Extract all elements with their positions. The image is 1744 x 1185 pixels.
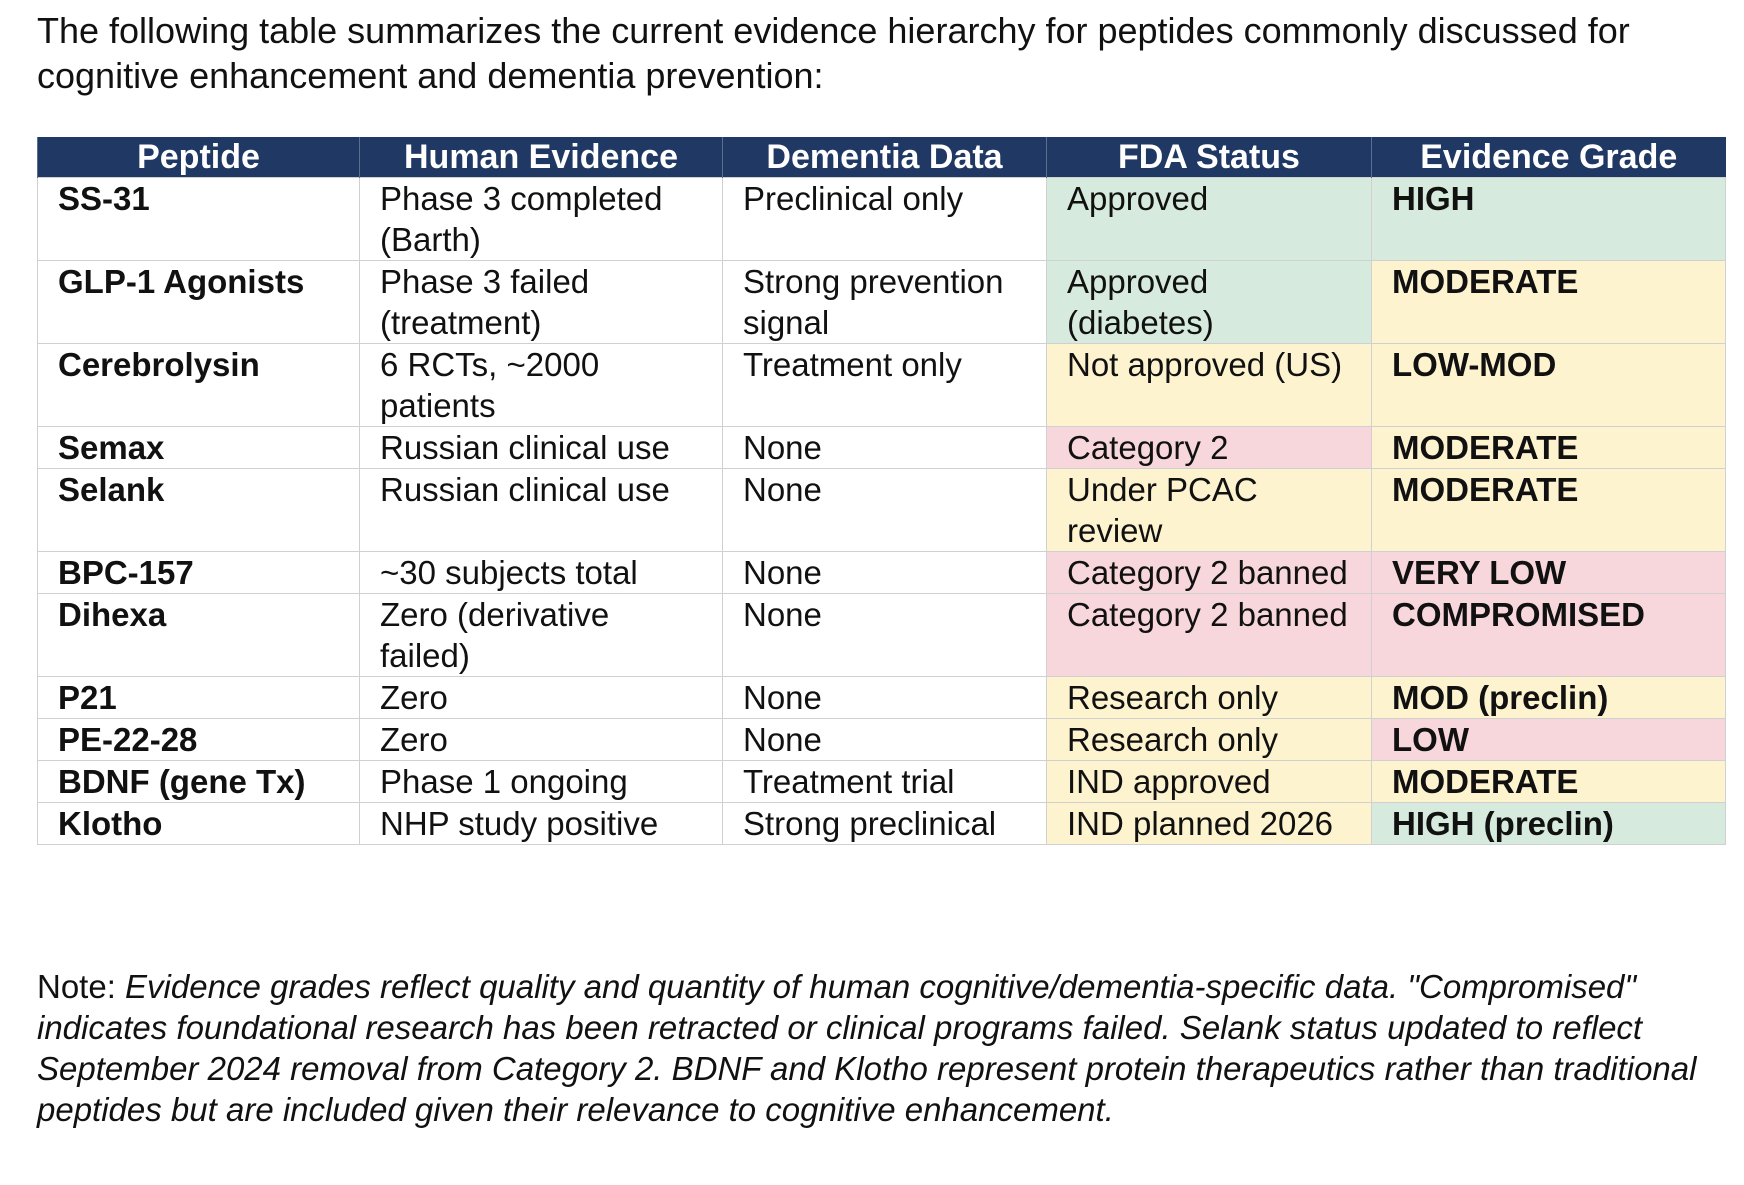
evidence-grade-cell: LOW (1371, 718, 1726, 761)
peptide-cell: PE-22-28 (37, 718, 360, 761)
fda-status-cell: IND planned 2026 (1046, 802, 1372, 845)
evidence-table: Peptide Human Evidence Dementia Data FDA St… (37, 137, 1726, 845)
fda-status-cell: Not approved (US) (1046, 343, 1372, 427)
header-cell: FDA Status (1046, 137, 1372, 178)
human-evidence-cell: Zero (359, 676, 723, 719)
fda-status-cell: Category 2 banned (1046, 593, 1372, 677)
table-row: Cerebrolysin 6 RCTs, ~2000 patients Treatm… (37, 343, 1726, 427)
header-cell: Dementia Data (722, 137, 1047, 178)
evidence-grade-cell: MOD (preclin) (1371, 676, 1726, 719)
peptide-cell: SS-31 (37, 177, 360, 261)
dementia-data-cell: Preclinical only (722, 177, 1047, 261)
human-evidence-cell: Phase 3 failed (treatment) (359, 260, 723, 344)
fda-status-cell: IND approved (1046, 760, 1372, 803)
peptide-cell: GLP-1 Agonists (37, 260, 360, 344)
human-evidence-cell: Zero (359, 718, 723, 761)
peptide-cell: BPC-157 (37, 551, 360, 594)
intro: The following table summarizes the curre… (37, 10, 1630, 96)
table-row: P21 Zero None Research only MOD (preclin) (37, 676, 1726, 719)
dementia-data-cell: None (722, 676, 1047, 719)
peptide-cell: Semax (37, 426, 360, 469)
evidence-grade-cell: MODERATE (1371, 426, 1726, 469)
dementia-data-cell: None (722, 551, 1047, 594)
dementia-data-cell: None (722, 593, 1047, 677)
peptide-cell: BDNF (gene Tx) (37, 760, 360, 803)
fda-status-cell: Approved (diabetes) (1046, 260, 1372, 344)
table-row: SS-31 Phase 3 completed (Barth) Preclinica… (37, 177, 1726, 261)
table-row: BPC-157 ~30 subjects total None Category 2 … (37, 551, 1726, 594)
peptide-cell: Cerebrolysin (37, 343, 360, 427)
evidence-grade-cell: LOW-MOD (1371, 343, 1726, 427)
peptide-cell: Klotho (37, 802, 360, 845)
note-label: Note: (37, 968, 116, 1005)
note-text: Evidence grades reflect quality and quan… (37, 968, 1697, 1128)
dementia-data-cell: None (722, 468, 1047, 552)
header-cell: Peptide (37, 137, 360, 178)
table-row: Dihexa Zero (derivative failed) None Catego… (37, 593, 1726, 677)
fda-status-cell: Research only (1046, 676, 1372, 719)
fda-status-cell: Research only (1046, 718, 1372, 761)
note: Note: Evidence grades reflect quality an… (37, 966, 1717, 1130)
human-evidence-cell: 6 RCTs, ~2000 patients (359, 343, 723, 427)
peptide-cell: Dihexa (37, 593, 360, 677)
fda-status-cell: Under PCAC review (1046, 468, 1372, 552)
fda-status-cell: Approved (1046, 177, 1372, 261)
human-evidence-cell: Phase 3 completed (Barth) (359, 177, 723, 261)
dementia-data-cell: None (722, 718, 1047, 761)
table-row: PE-22-28 Zero None Research only LOW (37, 718, 1726, 761)
evidence-grade-cell: COMPROMISED (1371, 593, 1726, 677)
evidence-grade-cell: HIGH (1371, 177, 1726, 261)
table-row: Selank Russian clinical use None Under PCAC… (37, 468, 1726, 552)
dementia-data-cell: None (722, 426, 1047, 469)
table-body: SS-31 Phase 3 completed (Barth) Preclinica… (37, 177, 1726, 845)
human-evidence-cell: Russian clinical use (359, 468, 723, 552)
header-row: Peptide Human Evidence Dementia Data FDA St… (37, 137, 1726, 178)
evidence-grade-cell: MODERATE (1371, 260, 1726, 344)
table-row: BDNF (gene Tx) Phase 1 ongoing Treatment t… (37, 760, 1726, 803)
dementia-data-cell: Treatment trial (722, 760, 1047, 803)
evidence-grade-cell: MODERATE (1371, 468, 1726, 552)
human-evidence-cell: Russian clinical use (359, 426, 723, 469)
evidence-grade-cell: VERY LOW (1371, 551, 1726, 594)
dementia-data-cell: Strong preclinical (722, 802, 1047, 845)
header-cell: Human Evidence (359, 137, 723, 178)
human-evidence-cell: ~30 subjects total (359, 551, 723, 594)
table-row: GLP-1 Agonists Phase 3 failed (treatment)… (37, 260, 1726, 344)
peptide-cell: Selank (37, 468, 360, 552)
evidence-grade-cell: HIGH (preclin) (1371, 802, 1726, 845)
human-evidence-cell: Phase 1 ongoing (359, 760, 723, 803)
table-row: Klotho NHP study positive Strong preclinic… (37, 802, 1726, 845)
fda-status-cell: Category 2 banned (1046, 551, 1372, 594)
fda-status-cell: Category 2 (1046, 426, 1372, 469)
header-cell: Evidence Grade (1371, 137, 1726, 178)
human-evidence-cell: Zero (derivative failed) (359, 593, 723, 677)
human-evidence-cell: NHP study positive (359, 802, 723, 845)
dementia-data-cell: Strong prevention signal (722, 260, 1047, 344)
peptide-cell: P21 (37, 676, 360, 719)
dementia-data-cell: Treatment only (722, 343, 1047, 427)
evidence-grade-cell: MODERATE (1371, 760, 1726, 803)
